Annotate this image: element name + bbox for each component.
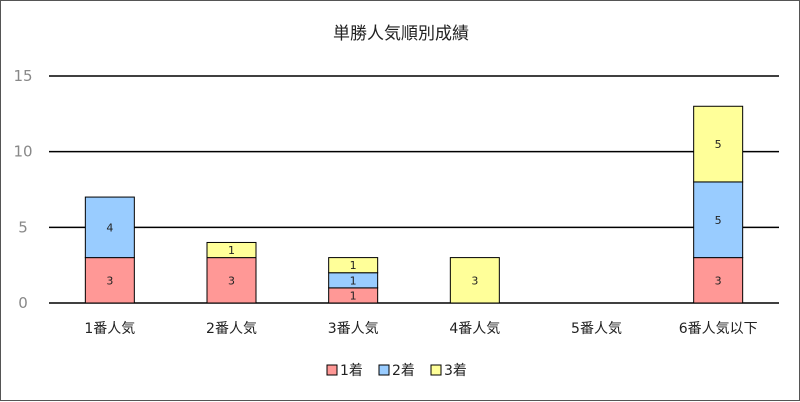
legend-swatch (378, 364, 390, 376)
data-label: 5 (715, 138, 722, 151)
legend-label: 1着 (340, 363, 363, 379)
legend: 1着 2着 3着 (326, 363, 467, 379)
bar-segment (449, 257, 500, 304)
bar-segment (84, 196, 135, 259)
data-label: 1 (228, 244, 235, 257)
bar-segment (693, 181, 744, 259)
x-tick-label: 6番人気以下 (679, 321, 758, 337)
x-tick-label: 4番人気 (449, 321, 500, 337)
x-tick-label: 1番人気 (84, 321, 135, 337)
bar-segment (206, 241, 257, 259)
data-label: 1 (350, 274, 357, 287)
data-label: 3 (106, 274, 113, 287)
legend-label: 3着 (444, 363, 467, 379)
bar-segment (84, 257, 135, 304)
legend-swatch (430, 364, 442, 376)
data-label: 3 (715, 274, 722, 287)
bars: 3 4 3 1 1 1 1 3 3 5 5 (84, 105, 744, 304)
legend-label: 2着 (392, 363, 415, 379)
y-tick-label: 0 (18, 294, 28, 312)
bar-segment (693, 257, 744, 304)
data-label: 4 (106, 221, 113, 234)
legend-swatch (326, 364, 338, 376)
data-label: 1 (350, 289, 357, 302)
y-tick-label: 5 (18, 218, 28, 236)
x-tick-label: 2番人気 (206, 321, 257, 337)
data-label: 1 (350, 259, 357, 272)
bar-segment (328, 257, 379, 274)
bar-segment (693, 105, 744, 183)
x-axis-ticks: 1番人気 2番人気 3番人気 4番人気 5番人気 6番人気以下 (84, 321, 757, 337)
y-tick-label: 15 (13, 67, 32, 85)
y-tick-label: 10 (13, 143, 32, 161)
x-tick-label: 3番人気 (328, 321, 379, 337)
y-axis-ticks: 0 5 10 15 (13, 67, 32, 312)
x-tick-label: 5番人気 (571, 321, 622, 337)
data-label: 3 (471, 274, 478, 287)
gridlines (49, 75, 779, 304)
data-label: 5 (715, 214, 722, 227)
data-label: 3 (228, 274, 235, 287)
chart-title: 単勝人気順別成績 (333, 24, 469, 44)
